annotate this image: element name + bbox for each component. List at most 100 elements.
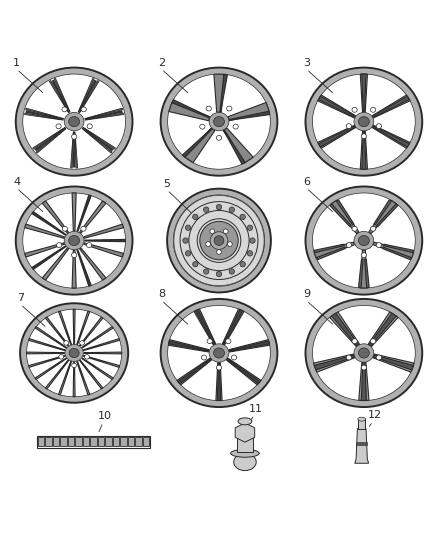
Polygon shape [59,361,71,395]
Text: 8: 8 [158,289,165,299]
Polygon shape [223,309,244,345]
Polygon shape [314,355,354,370]
Ellipse shape [358,236,369,246]
Bar [37,435,150,448]
Ellipse shape [358,417,366,421]
Ellipse shape [204,269,209,274]
Polygon shape [178,359,211,384]
Polygon shape [229,111,270,120]
Polygon shape [374,355,413,370]
Ellipse shape [62,227,67,231]
Ellipse shape [214,348,224,358]
Ellipse shape [305,68,422,176]
Ellipse shape [371,107,376,112]
Ellipse shape [161,299,277,407]
Polygon shape [372,95,410,118]
Ellipse shape [250,238,255,243]
Polygon shape [318,96,355,117]
Polygon shape [32,212,66,235]
Polygon shape [169,341,209,351]
Polygon shape [25,110,62,119]
Ellipse shape [354,112,374,131]
Ellipse shape [376,124,381,128]
Ellipse shape [20,303,128,403]
Polygon shape [229,341,269,351]
Polygon shape [360,250,367,288]
Bar [60,437,67,447]
Ellipse shape [214,117,224,127]
Bar [68,437,74,447]
Polygon shape [84,128,114,151]
Polygon shape [373,242,414,259]
Polygon shape [384,244,413,253]
Polygon shape [331,200,359,233]
Bar [358,419,365,429]
Polygon shape [373,126,410,147]
Ellipse shape [204,207,209,212]
Polygon shape [80,317,103,346]
Ellipse shape [23,193,126,288]
Ellipse shape [229,207,234,212]
Ellipse shape [227,242,232,246]
Ellipse shape [312,74,415,169]
Ellipse shape [352,227,357,231]
Text: 2: 2 [158,58,165,68]
Bar [113,437,120,447]
Polygon shape [84,243,124,257]
Ellipse shape [183,238,188,243]
Polygon shape [369,313,396,346]
Polygon shape [73,309,75,344]
Bar [98,437,104,447]
Bar [105,437,112,447]
Ellipse shape [57,243,62,247]
Ellipse shape [209,344,229,362]
Text: 1: 1 [13,58,20,68]
Polygon shape [83,338,120,351]
Bar [90,437,97,447]
Polygon shape [49,80,69,113]
Ellipse shape [69,349,79,358]
Ellipse shape [173,195,265,286]
Ellipse shape [346,243,352,247]
Polygon shape [217,362,221,400]
Polygon shape [330,204,351,227]
Polygon shape [73,133,76,167]
Bar [143,437,149,447]
Ellipse shape [69,117,80,127]
Polygon shape [169,102,210,120]
Polygon shape [77,361,90,395]
Polygon shape [223,128,253,163]
Polygon shape [77,249,91,286]
Text: 5: 5 [164,179,171,189]
Ellipse shape [27,309,122,397]
Polygon shape [229,340,270,352]
Ellipse shape [361,134,367,139]
Text: 10: 10 [97,411,111,421]
Ellipse shape [161,68,277,176]
Polygon shape [83,356,120,367]
Polygon shape [318,125,356,148]
Ellipse shape [358,117,369,127]
Ellipse shape [207,339,212,344]
Polygon shape [82,358,113,379]
Bar [45,437,52,447]
Ellipse shape [168,305,270,401]
Polygon shape [26,108,64,119]
Ellipse shape [216,271,222,277]
Polygon shape [46,360,69,389]
Ellipse shape [64,112,84,131]
Ellipse shape [371,227,376,231]
Polygon shape [32,246,66,270]
Polygon shape [182,128,212,157]
Ellipse shape [305,299,422,407]
Ellipse shape [193,262,198,267]
Polygon shape [36,128,66,153]
Polygon shape [83,127,116,149]
Polygon shape [365,260,369,287]
Polygon shape [177,358,212,385]
Polygon shape [318,95,356,118]
Ellipse shape [312,305,415,401]
Ellipse shape [247,251,253,256]
Ellipse shape [361,253,367,257]
Ellipse shape [86,243,92,247]
